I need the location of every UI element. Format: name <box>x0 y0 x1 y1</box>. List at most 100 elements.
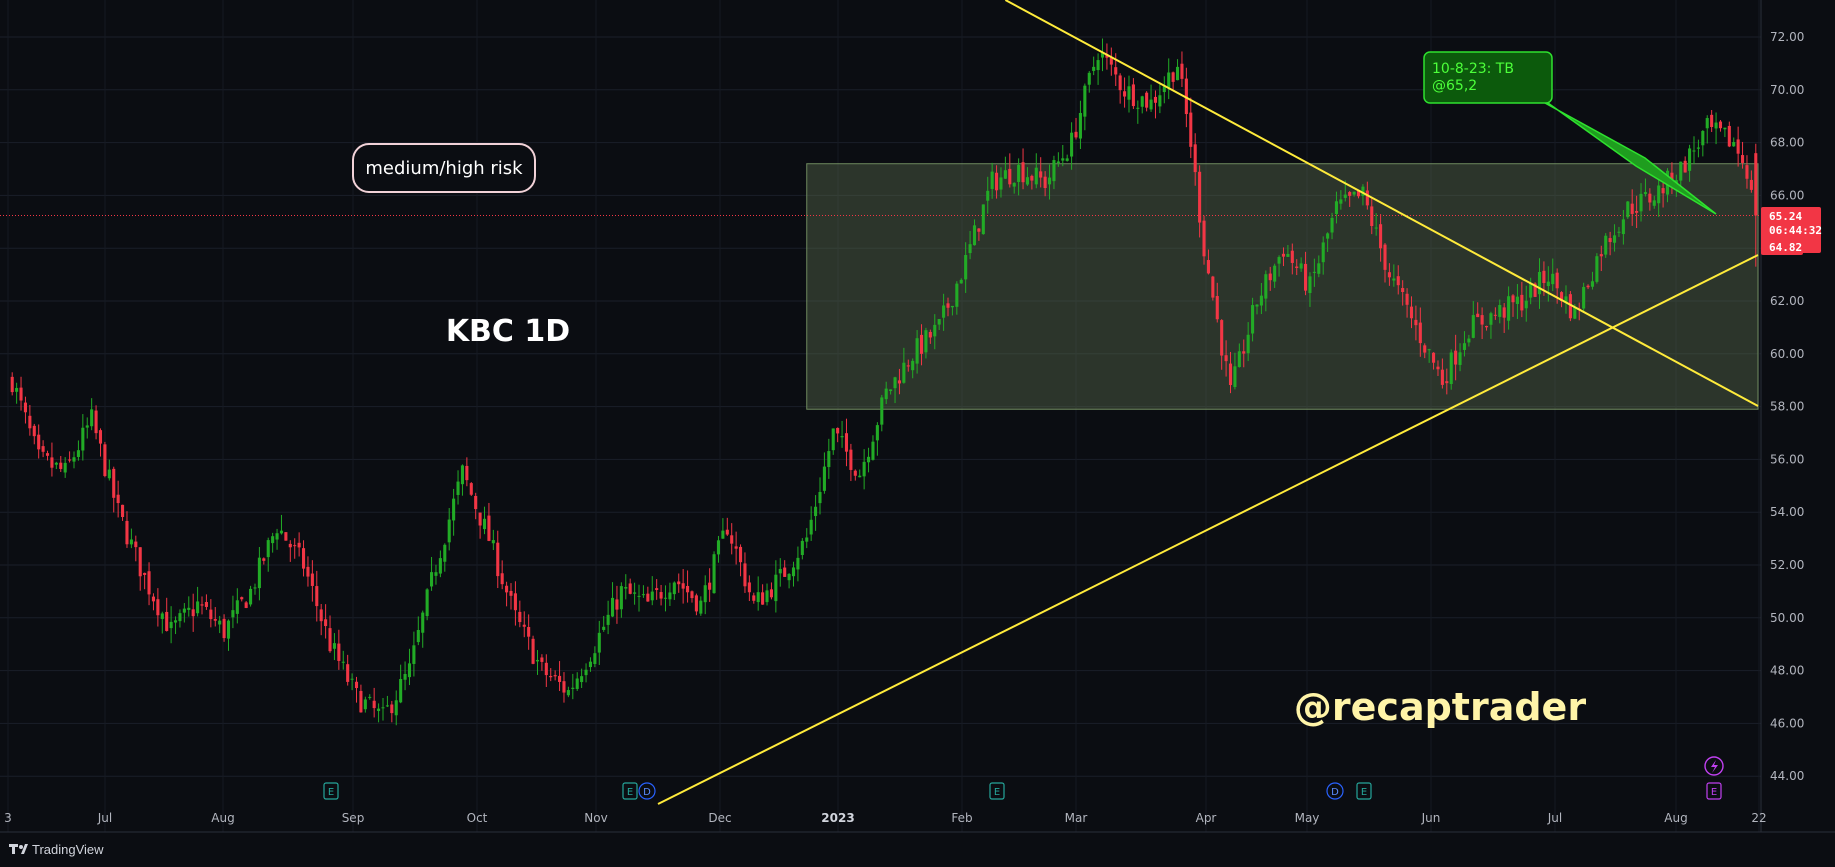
candle-body <box>893 377 897 389</box>
earnings-event-icon[interactable]: E <box>323 782 339 800</box>
candle-body <box>1696 147 1700 149</box>
candle-body <box>1560 292 1564 302</box>
candle-body <box>1343 194 1347 198</box>
earnings-event-icon[interactable]: E <box>989 782 1005 800</box>
trade-note-box[interactable] <box>1423 51 1553 104</box>
earnings-event-icon[interactable]: E <box>622 782 638 800</box>
candle-body <box>1396 276 1400 286</box>
candle-body <box>1012 182 1016 187</box>
dividend-event-icon[interactable]: D <box>1326 782 1344 800</box>
candle-body <box>253 587 257 589</box>
trade-note[interactable]: 10-8-23: TB @65,2 <box>1423 51 1717 215</box>
earnings-event-icon[interactable]: E <box>1356 782 1372 800</box>
candle-body <box>1445 381 1449 384</box>
candle-body <box>659 592 663 599</box>
candle-body <box>297 542 301 548</box>
events-row[interactable]: E E D E D E E <box>323 756 1724 800</box>
candle-body <box>655 588 659 590</box>
candle-body <box>1480 315 1484 325</box>
candle-body <box>1100 52 1105 58</box>
upcoming-earnings-event-icon[interactable]: E <box>1706 782 1722 800</box>
candle-body <box>558 675 562 682</box>
candle-body <box>54 462 58 465</box>
candle-body <box>1149 99 1153 110</box>
candle-body <box>443 544 447 562</box>
price-badges: 65.24 06:44:32 64.82 <box>1761 207 1822 255</box>
candle-body <box>761 592 765 605</box>
candle-body <box>1224 355 1228 362</box>
candle-body <box>840 436 844 438</box>
candle-body <box>549 675 553 678</box>
candle-body <box>1507 296 1511 321</box>
candle-body <box>1162 86 1166 93</box>
candle-body <box>738 546 743 563</box>
candle-body <box>805 537 809 542</box>
candle-body <box>425 589 429 617</box>
candle-body <box>553 675 557 677</box>
candle-body <box>1180 63 1184 79</box>
candle-body <box>10 376 14 393</box>
candle-body <box>1484 325 1489 328</box>
flash-event-icon[interactable] <box>1704 756 1724 776</box>
candle-body <box>721 530 725 539</box>
candle-body <box>81 427 85 451</box>
candle-body <box>63 462 67 473</box>
candle-body <box>615 599 619 610</box>
candle-body <box>867 456 871 463</box>
tradingview-logo[interactable]: TradingView <box>9 842 104 857</box>
candle-body <box>491 540 495 544</box>
candle-body <box>116 494 120 504</box>
candle-body <box>315 586 319 607</box>
candle-body <box>1427 349 1431 351</box>
flash-event-bolt <box>1711 760 1718 773</box>
candle-body <box>1595 256 1599 282</box>
candle-body <box>690 591 694 599</box>
candle-body <box>681 583 685 589</box>
y-tick-label: 66.00 <box>1770 188 1804 202</box>
consolidation-range-box[interactable] <box>806 163 1759 410</box>
candle-body <box>209 609 213 620</box>
candle-body <box>641 594 645 596</box>
candle-body <box>1017 164 1021 182</box>
candle-body <box>1003 170 1007 179</box>
candle-body <box>1635 210 1639 213</box>
price-axis-panel[interactable] <box>1761 0 1835 832</box>
candle-body <box>849 449 853 470</box>
candle-body <box>1529 282 1533 298</box>
y-tick-label: 72.00 <box>1770 30 1804 44</box>
candle-body <box>959 279 963 284</box>
dividend-event-icon[interactable]: D <box>638 782 656 800</box>
candle-body <box>1334 201 1338 215</box>
trendlines[interactable] <box>657 0 1759 805</box>
candle-body <box>1171 72 1175 82</box>
ascending-trendline[interactable] <box>657 254 1759 805</box>
candle-body <box>968 244 972 254</box>
candle-body <box>950 305 954 308</box>
candle-body <box>1701 131 1705 146</box>
candle-body <box>1030 175 1034 181</box>
candle-body <box>1074 131 1078 138</box>
candle-body <box>1379 224 1383 249</box>
candle-body <box>1568 294 1572 319</box>
candle-body <box>571 687 575 689</box>
candle-body <box>293 545 297 547</box>
dividend-event-letter: D <box>1331 787 1339 798</box>
candle-body <box>1352 191 1356 195</box>
candle-body <box>1299 263 1303 269</box>
y-tick-label: 70.00 <box>1770 83 1804 97</box>
candle-body <box>1617 231 1621 233</box>
candle-body <box>1308 276 1312 293</box>
y-tick-label: 44.00 <box>1770 769 1804 783</box>
candle-body <box>1273 265 1277 282</box>
candle-body <box>924 330 928 353</box>
candle-body <box>1458 352 1462 365</box>
candle-body <box>1321 242 1325 263</box>
candle-body <box>1418 322 1422 344</box>
x-tick-label: Jul <box>97 811 112 825</box>
descending-trendline[interactable] <box>1004 0 1759 407</box>
earnings-event-letter: E <box>328 787 334 798</box>
candle-body <box>1290 250 1294 263</box>
candle-body <box>593 653 597 664</box>
symbol-label: KBC 1D <box>446 314 570 349</box>
